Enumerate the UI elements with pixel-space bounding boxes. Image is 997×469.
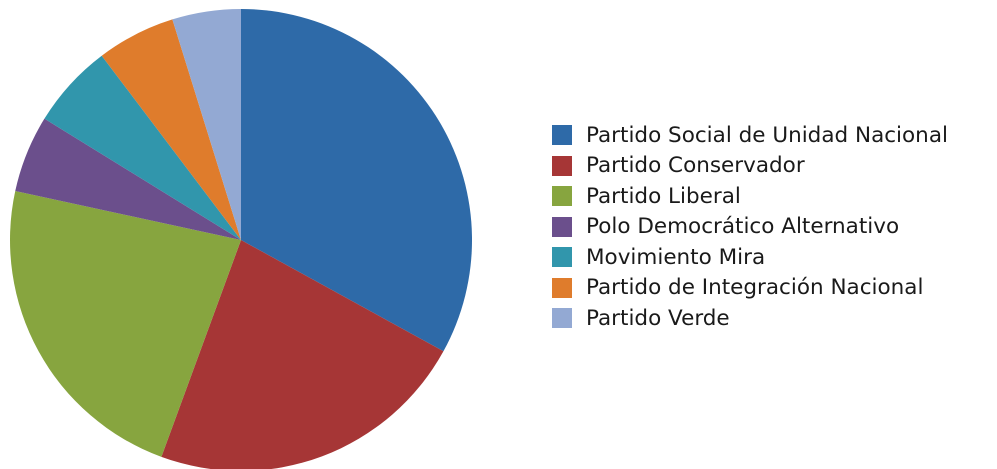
legend-item: Partido Social de Unidad Nacional <box>552 122 948 148</box>
legend-swatch <box>552 155 572 176</box>
legend-item: Polo Democrático Alternativo <box>552 214 948 240</box>
legend-swatch <box>552 247 572 267</box>
pie-slice-5 <box>44 55 241 241</box>
pie-slice-6 <box>101 19 241 241</box>
legend-swatch <box>552 125 572 145</box>
legend-label: Partido Liberal <box>586 183 741 209</box>
legend-item: Movimiento Mira <box>552 244 948 270</box>
legend-swatch <box>552 308 572 328</box>
legend-item: Partido Conservador <box>552 153 948 179</box>
legend-label: Partido Verde <box>586 305 730 331</box>
pie-slice-4 <box>15 118 241 240</box>
legend-swatch <box>552 186 572 206</box>
legend-swatch <box>552 277 572 298</box>
legend-swatch <box>552 216 572 237</box>
legend-label: Partido Conservador <box>586 153 805 178</box>
legend-item: Partido Liberal <box>552 183 948 209</box>
pie-slice-2 <box>161 240 444 469</box>
legend-label: Movimiento Mira <box>586 244 766 270</box>
pie-slice-1 <box>241 9 473 352</box>
legend-label: Polo Democrático Alternativo <box>586 214 900 239</box>
legend-item: Partido Verde <box>552 305 948 331</box>
legend: Partido Social de Unidad Nacional Partido… <box>552 122 948 331</box>
legend-label: Partido Social de Unidad Nacional <box>586 122 948 148</box>
pie-slice-7 <box>172 9 241 240</box>
pie-slice-3 <box>9 191 241 457</box>
legend-label: Partido de Integración Nacional <box>586 275 924 300</box>
legend-item: Partido de Integración Nacional <box>552 275 948 301</box>
